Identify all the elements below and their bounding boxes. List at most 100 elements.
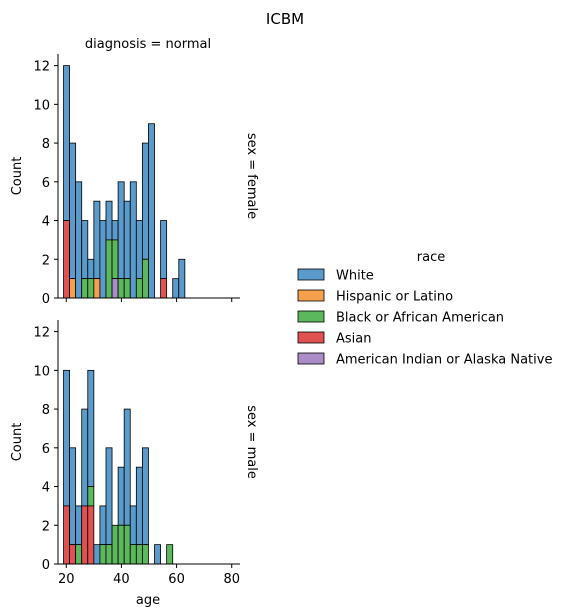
legend-label: Hispanic or Latino (336, 290, 453, 305)
legend-label: White (336, 269, 374, 284)
histogram-bar-segment (81, 220, 89, 280)
y-tick-label: 6 (42, 442, 50, 457)
x-tick-label: 60 (168, 572, 185, 587)
histogram-bar-segment (154, 544, 161, 565)
histogram-bar-segment (87, 369, 95, 487)
histogram-bar-segment (148, 123, 155, 299)
histogram-bar-segment (105, 447, 113, 546)
facet-panels: 0 2 4 6 8 10 12 Count sex = female 0 2 4 6 8 10 12 20 40 6… (10, 54, 259, 587)
legend-swatch (297, 268, 325, 281)
histogram-bar-segment (75, 181, 83, 299)
facet-row-label: sex = female (244, 133, 259, 219)
histogram-bar-segment (123, 524, 131, 565)
facet-panel: 0 2 4 6 8 10 12 Count sex = female (10, 54, 259, 307)
y-tick-label: 2 (42, 519, 50, 534)
y-tick-label: 8 (42, 403, 50, 418)
histogram-bar-segment (63, 220, 70, 299)
legend-swatch (297, 310, 325, 323)
y-tick-label: 6 (42, 176, 50, 191)
legend-label: American Indian or Alaska Native (336, 353, 552, 368)
y-tick-label: 4 (42, 481, 50, 496)
histogram-bar-segment (135, 466, 143, 546)
legend-swatch (297, 289, 325, 302)
histogram-bar-segment (87, 486, 95, 507)
histogram-bar-segment (111, 220, 119, 241)
histogram-bar-segment (129, 181, 137, 299)
histogram-bar-segment (69, 447, 77, 546)
y-axis-label: Count (10, 157, 25, 196)
x-tick-label: 40 (113, 572, 130, 587)
histogram-bar-segment (75, 544, 83, 565)
histogram-bar-segment (63, 505, 70, 565)
histogram-bar-segment (160, 220, 168, 280)
histogram-bar-segment (63, 65, 70, 221)
histogram-bar-segment (87, 258, 95, 280)
legend-title: race (417, 250, 445, 265)
histogram-bar-segment (141, 447, 149, 546)
histogram-bar-segment (111, 524, 119, 565)
histogram-bar-segment (111, 239, 119, 280)
histogram-bar-segment (63, 369, 70, 507)
legend-label: Asian (336, 332, 371, 347)
histogram-bar-segment (111, 278, 119, 299)
histogram-bar-segment (160, 278, 168, 299)
histogram-bar-segment (69, 142, 77, 280)
histogram-bar-segment (129, 505, 137, 546)
y-tick-label: 4 (42, 215, 50, 230)
histogram-bar-segment (69, 278, 77, 299)
histogram-bar-segment (135, 220, 143, 280)
histogram-bar-segment (105, 544, 113, 565)
histogram-bar-segment (87, 278, 95, 299)
histogram-bar-segment (172, 278, 180, 299)
x-axis-label: age (136, 593, 160, 608)
legend-label: Black or African American (336, 311, 504, 326)
histogram-bar-segment (117, 278, 125, 299)
histogram-bar-segment (81, 505, 89, 565)
y-tick-label: 0 (42, 558, 50, 573)
y-axis-label: Count (10, 423, 25, 462)
y-tick-label: 8 (42, 137, 50, 152)
y-tick-label: 10 (33, 364, 50, 379)
y-tick-label: 12 (33, 60, 50, 75)
y-tick-label: 10 (33, 98, 50, 113)
legend-swatch (297, 331, 325, 344)
histogram-bar-segment (166, 544, 174, 565)
y-tick-label: 2 (42, 253, 50, 268)
histogram-bar-segment (123, 408, 131, 526)
histogram-bar-segment (141, 258, 149, 299)
histogram-bar-segment (105, 239, 113, 299)
column-title: diagnosis = normal (85, 37, 211, 52)
histogram-bar-segment (93, 278, 101, 299)
x-tick-label: 80 (223, 572, 240, 587)
histogram-bar-segment (135, 544, 143, 565)
histogram-bar-segment (93, 544, 101, 565)
histogram-bar-segment (99, 505, 107, 546)
histogram-bar-segment (87, 505, 95, 565)
x-tick-label: 20 (58, 572, 75, 587)
histogram-bar-segment (93, 200, 101, 280)
histogram-bar-segment (81, 278, 89, 299)
histogram-bar-segment (99, 220, 107, 299)
histogram-bar-segment (117, 181, 125, 280)
y-tick-label: 12 (33, 326, 50, 341)
facet-row-label: sex = male (244, 405, 259, 479)
y-tick-label: 0 (42, 292, 50, 307)
facet-panel: 0 2 4 6 8 10 12 20 40 60 80 Count sex = male (10, 320, 259, 587)
legend-swatch (297, 352, 325, 365)
histogram-bar-segment (81, 408, 89, 507)
histogram-bar-segment (99, 544, 107, 565)
chart-title: ICBM (266, 10, 304, 28)
histogram-bar-segment (123, 200, 131, 280)
histogram-bar-segment (141, 142, 149, 260)
histogram-bar-segment (129, 544, 137, 565)
histogram-bar-segment (123, 278, 131, 299)
histogram-bar-segment (141, 544, 149, 565)
histogram-bar-segment (75, 505, 83, 546)
legend: race White Hispanic or Latino Black or Afr… (297, 250, 552, 368)
histogram-bar-segment (117, 524, 125, 565)
histogram-bar-segment (69, 544, 77, 565)
histogram-bar-segment (105, 200, 113, 241)
histogram-bar-segment (178, 258, 186, 299)
histogram-bar-segment (117, 466, 125, 526)
